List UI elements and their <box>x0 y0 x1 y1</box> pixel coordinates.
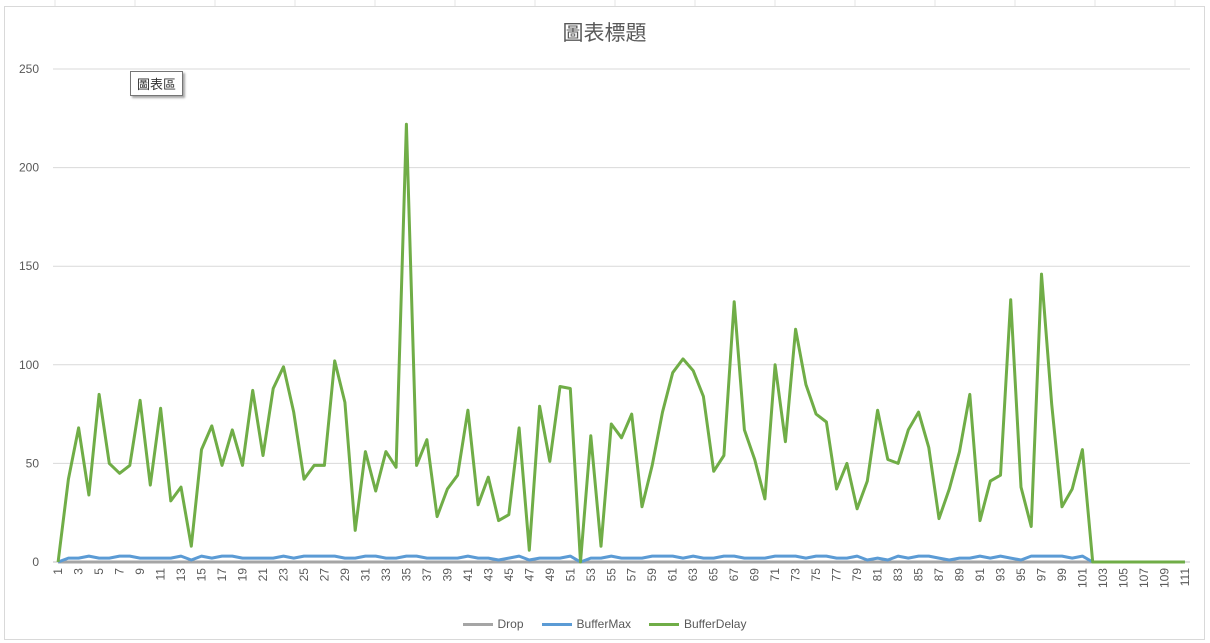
x-tick-label: 71 <box>768 568 782 582</box>
x-tick-label: 69 <box>748 568 762 582</box>
x-tick-label: 23 <box>276 568 290 582</box>
x-tick-label: 109 <box>1157 568 1171 588</box>
x-tick-label: 33 <box>379 568 393 582</box>
x-tick-label: 19 <box>236 568 250 582</box>
x-tick-label: 83 <box>891 568 905 582</box>
x-tick-label: 61 <box>666 568 680 582</box>
x-tick-label: 31 <box>358 568 372 582</box>
legend-swatch <box>462 622 493 626</box>
x-tick-label: 7 <box>113 568 127 575</box>
x-tick-label: 93 <box>994 568 1008 582</box>
x-tick-label: 87 <box>932 568 946 582</box>
x-tick-label: 65 <box>707 568 721 582</box>
x-tick-label: 91 <box>973 568 987 582</box>
legend[interactable]: Drop BufferMax BufferDelay <box>5 617 1204 631</box>
x-tick-label: 39 <box>440 568 454 582</box>
y-tick-label: 50 <box>26 456 40 470</box>
x-tick-label: 59 <box>645 568 659 582</box>
x-tick-label: 89 <box>953 568 967 582</box>
x-tick-label: 85 <box>912 568 926 582</box>
legend-item-drop[interactable]: Drop <box>462 617 524 631</box>
x-tick-label: 79 <box>850 568 864 582</box>
x-tick-label: 77 <box>830 568 844 582</box>
x-tick-label: 9 <box>133 568 147 575</box>
x-tick-label: 35 <box>399 568 413 582</box>
x-tick-label: 101 <box>1075 568 1089 588</box>
x-tick-label: 95 <box>1014 568 1028 582</box>
x-tick-label: 75 <box>809 568 823 582</box>
x-tick-label: 63 <box>686 568 700 582</box>
x-tick-label: 97 <box>1034 568 1048 582</box>
legend-item-buffermax[interactable]: BufferMax <box>541 617 631 631</box>
y-tick-label: 250 <box>19 62 39 76</box>
x-tick-label: 111 <box>1178 568 1192 587</box>
legend-swatch <box>541 622 572 626</box>
x-tick-label: 25 <box>297 568 311 582</box>
x-tick-label: 29 <box>338 568 352 582</box>
x-tick-label: 81 <box>871 568 885 582</box>
legend-label: BufferDelay <box>684 617 747 631</box>
x-tick-label: 55 <box>604 568 618 582</box>
x-tick-label: 37 <box>420 568 434 582</box>
x-tick-label: 13 <box>174 568 188 582</box>
x-tick-label: 103 <box>1096 568 1110 588</box>
x-tick-label: 57 <box>625 568 639 582</box>
x-tick-label: 5 <box>92 568 106 575</box>
y-tick-label: 150 <box>19 259 39 273</box>
series-line-buffermax[interactable] <box>57 554 1185 564</box>
legend-swatch <box>649 622 679 626</box>
x-tick-label: 1 <box>51 568 65 575</box>
chart-area-tooltip: 圖表區 <box>130 71 184 96</box>
x-tick-label: 27 <box>317 568 331 582</box>
x-tick-label: 17 <box>215 568 229 582</box>
x-tick-label: 47 <box>522 568 536 582</box>
x-tick-label: 105 <box>1116 568 1130 588</box>
chart-area[interactable]: 圖表標題 0 50 100 150 200 250 1 3 5 7 9 11 13 15 17 19 21 23 2… <box>4 6 1205 640</box>
x-tick-label: 3 <box>72 568 86 575</box>
x-tick-label: 43 <box>481 568 495 582</box>
x-tick-label: 73 <box>789 568 803 582</box>
x-tick-label: 107 <box>1137 568 1151 588</box>
x-tick-label: 49 <box>543 568 557 582</box>
legend-label: Drop <box>497 617 524 631</box>
x-tick-label: 11 <box>154 568 168 581</box>
legend-item-bufferdelay[interactable]: BufferDelay <box>649 617 746 631</box>
x-tick-label: 99 <box>1055 568 1069 582</box>
y-tick-label: 100 <box>19 358 39 372</box>
x-tick-label: 51 <box>563 568 577 582</box>
x-tick-label: 41 <box>461 568 475 582</box>
y-tick-label: 200 <box>19 161 39 175</box>
x-tick-label: 15 <box>195 568 209 582</box>
x-tick-label: 67 <box>727 568 741 582</box>
x-tick-label: 45 <box>502 568 516 582</box>
series-line-bufferdelay[interactable] <box>56 122 1185 564</box>
y-tick-label: 0 <box>32 555 39 569</box>
legend-label: BufferMax <box>576 617 631 631</box>
x-tick-label: 21 <box>256 568 270 582</box>
chart-title[interactable]: 圖表標題 <box>562 21 647 45</box>
x-tick-label: 53 <box>584 568 598 582</box>
